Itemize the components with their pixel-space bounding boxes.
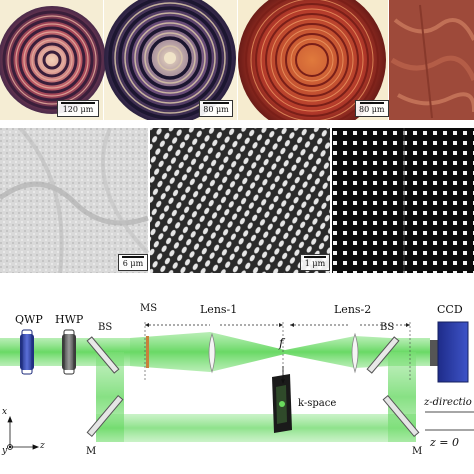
- axes-icon: [7, 415, 40, 450]
- panel-b-spiral: [104, 0, 236, 120]
- reference-beam-bottom: [96, 414, 416, 442]
- top-row-micrographs: [0, 0, 474, 120]
- mirror-left: [86, 394, 124, 438]
- metasurface-sample: [146, 336, 149, 368]
- k-space-plate: [272, 366, 292, 433]
- label-mirror-left: M: [86, 446, 97, 457]
- label-k-space: k-space: [298, 398, 337, 409]
- label-bs-right: BS: [380, 322, 395, 333]
- label-mirror-right: M: [412, 446, 423, 457]
- label-z-direction: z-directio: [424, 397, 472, 408]
- axis-label-y: y: [2, 446, 8, 456]
- scale-bar-sem-1: 6 μm: [118, 254, 148, 271]
- hwp-optic: [62, 329, 76, 375]
- lens-1: [208, 332, 216, 374]
- label-hwp: HWP: [55, 313, 84, 326]
- optical-setup-diagram: [0, 321, 474, 450]
- sem-panel-2: [150, 128, 330, 273]
- scale-bar-c: 80 μm: [355, 100, 389, 117]
- panel-a-spiral: [0, 6, 106, 114]
- middle-row-sem-images: [0, 128, 474, 273]
- mirror-right: [382, 394, 420, 438]
- scale-bar-a: 120 μm: [57, 100, 99, 117]
- panel-d-texture: [390, 4, 474, 119]
- label-ms: MS: [140, 303, 158, 314]
- label-z-zero: z = 0: [430, 436, 460, 449]
- label-lens-2: Lens-2: [334, 303, 372, 316]
- label-focal-length: f: [279, 336, 284, 350]
- axis-label-z: z: [40, 441, 45, 451]
- panel-c-rings: [238, 0, 386, 120]
- axis-label-x: x: [2, 407, 8, 417]
- lens-2: [351, 332, 359, 374]
- focused-beam-right: [285, 336, 390, 368]
- label-qwp: QWP: [15, 313, 43, 326]
- qwp-optic: [20, 329, 34, 375]
- focused-beam-left: [130, 332, 285, 372]
- scale-bar-sem-2: 1 μm: [300, 254, 330, 271]
- beam-splitter-right: [366, 336, 400, 374]
- sem-panel-3: [332, 128, 474, 273]
- label-bs-left: BS: [98, 322, 113, 333]
- ccd-camera: [430, 321, 469, 383]
- scale-bar-b: 80 μm: [199, 100, 233, 117]
- label-ccd: CCD: [437, 303, 463, 316]
- beam-splitter-left: [86, 336, 120, 374]
- label-lens-1: Lens-1: [200, 303, 238, 316]
